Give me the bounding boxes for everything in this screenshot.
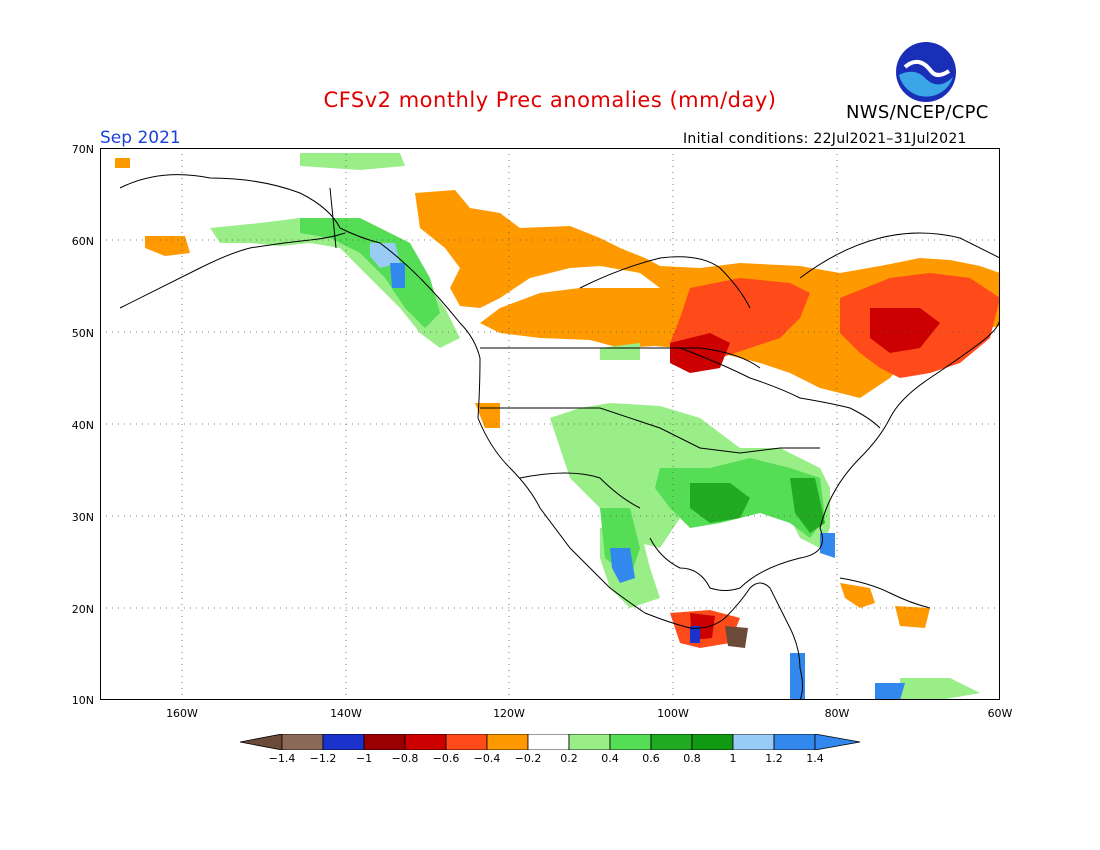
initial-conditions: Initial conditions: 22Jul2021–31Jul2021 <box>683 131 967 147</box>
noaa-logo <box>896 42 956 102</box>
lat-label-40n: 40N <box>71 419 94 432</box>
lat-label-10n: 10N <box>71 694 94 707</box>
forecast-month: Sep 2021 <box>100 128 181 148</box>
moderate-wet-regions <box>300 218 825 578</box>
colorbar-tick: 1.4 <box>806 752 824 765</box>
colorbar-tick: 0.8 <box>683 752 701 765</box>
lon-label-80w: 80W <box>824 707 850 720</box>
map-gridlines <box>100 148 1000 700</box>
colorbar-tick: −1 <box>355 752 373 765</box>
colorbar-tick: −0.6 <box>432 752 460 765</box>
colorbar-tick: 1.2 <box>765 752 783 765</box>
color-scale-bar <box>240 734 861 750</box>
colorbar-tick: 0.6 <box>642 752 660 765</box>
lat-label-60n: 60N <box>71 235 94 248</box>
colorbar-tick: 0.4 <box>601 752 619 765</box>
coastlines <box>119 174 1000 700</box>
precip-anomaly-map <box>100 148 1000 700</box>
lat-label-50n: 50N <box>71 327 94 340</box>
lat-label-30n: 30N <box>71 511 94 524</box>
colorbar-tick: −0.2 <box>514 752 542 765</box>
lon-label-160w: 160W <box>166 707 198 720</box>
lon-label-100w: 100W <box>657 707 689 720</box>
lon-label-60w: 60W <box>987 707 1013 720</box>
colorbar-tick: 1 <box>729 752 737 765</box>
colorbar-tick: −1.4 <box>268 752 296 765</box>
lon-label-120w: 120W <box>493 707 525 720</box>
agency-label: NWS/NCEP/CPC <box>846 102 989 123</box>
lat-label-70n: 70N <box>71 143 94 156</box>
colorbar-tick: −1.2 <box>309 752 337 765</box>
lon-label-140w: 140W <box>330 707 362 720</box>
map-title: CFSv2 monthly Prec anomalies (mm/day) <box>323 88 777 112</box>
lat-label-20n: 20N <box>71 603 94 616</box>
colorbar-tick: −0.4 <box>473 752 501 765</box>
colorbar-tick: −0.8 <box>391 752 419 765</box>
very-wet-regions <box>370 243 905 700</box>
colorbar-tick: 0.2 <box>560 752 578 765</box>
